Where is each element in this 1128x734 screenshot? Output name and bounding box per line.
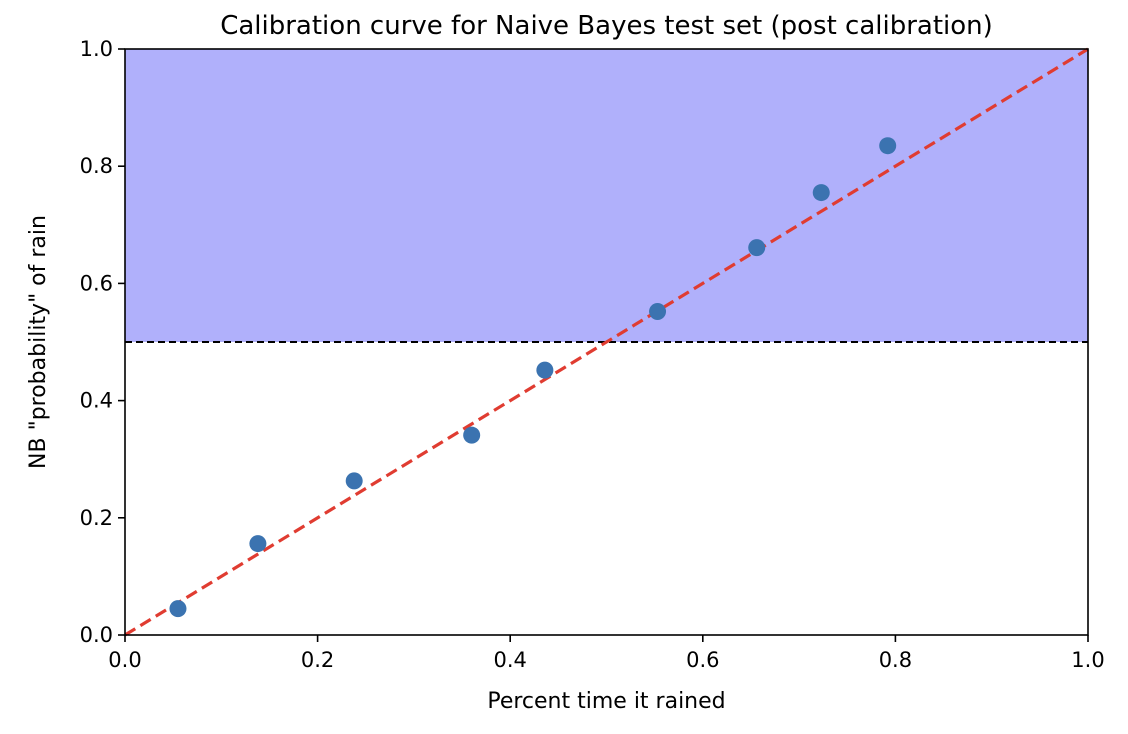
data-point (536, 361, 554, 379)
x-axis-ticks: 0.0 0.2 0.4 0.6 0.8 1.0 (108, 635, 1105, 672)
plot-area (124, 47, 1089, 637)
x-tick-label: 0.8 (879, 648, 912, 672)
y-tick-label: 0.6 (80, 271, 113, 295)
reference-line (124, 47, 1089, 637)
x-tick-label: 0.0 (108, 648, 141, 672)
x-axis-label: Percent time it rained (487, 689, 725, 714)
x-tick-label: 0.2 (301, 648, 334, 672)
x-tick-label: 0.4 (493, 648, 526, 672)
y-tick-label: 1.0 (80, 37, 113, 61)
y-tick-label: 0.2 (80, 506, 113, 530)
data-point (249, 535, 267, 553)
x-tick-label: 1.0 (1071, 648, 1104, 672)
data-point (169, 600, 187, 618)
y-tick-label: 0.4 (80, 389, 113, 413)
data-point (463, 426, 481, 444)
y-tick-label: 0.0 (80, 623, 113, 647)
data-point (345, 472, 363, 490)
x-tick-label: 0.6 (686, 648, 719, 672)
y-axis-label: NB "probability" of rain (26, 215, 51, 469)
chart-title: Calibration curve for Naive Bayes test s… (220, 11, 993, 41)
y-tick-label: 0.8 (80, 154, 113, 178)
data-point (649, 303, 667, 321)
y-axis-ticks: 0.0 0.2 0.4 0.6 0.8 1.0 (80, 37, 125, 647)
data-point (748, 239, 766, 257)
data-point (879, 137, 897, 155)
axes-frame (124, 48, 1089, 636)
data-point (812, 184, 830, 202)
shaded-region (125, 49, 1088, 342)
